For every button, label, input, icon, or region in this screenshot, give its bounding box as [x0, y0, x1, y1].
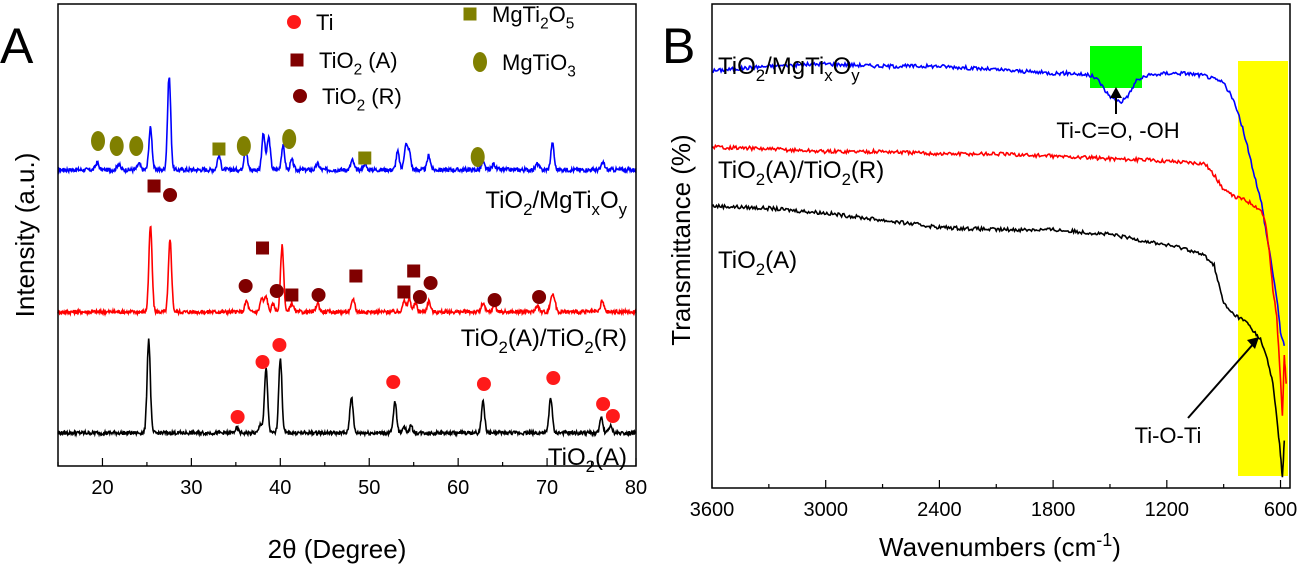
marker-tio2r	[311, 288, 326, 302]
y-axis-label-a: Intensity (a.u.)	[10, 153, 40, 318]
marker-tio2r	[163, 188, 178, 202]
highlight-green	[1090, 46, 1142, 88]
panel-b: B 3600 3000 2400 1800 1200 600 Wavenumbers (c…	[662, 3, 1297, 562]
x-tick-label-a: 60	[447, 477, 469, 499]
legend-label-4: MgTiO3	[502, 50, 576, 81]
x-tick-label-a: 80	[625, 477, 647, 499]
series-line-a-2	[57, 338, 637, 438]
legend-label-3: MgTi2O5	[492, 2, 574, 33]
series-line-a-1	[57, 225, 637, 317]
marker-ti	[605, 409, 620, 423]
x-tick-label-b: 3600	[690, 499, 735, 521]
series-line-a-0	[57, 77, 637, 176]
marker-mgtio3	[91, 131, 106, 151]
annotation-arrow-ti-o-ti	[1187, 341, 1256, 419]
series-line-b-1	[711, 143, 1287, 416]
x-tick-label-b: 1200	[1145, 499, 1190, 521]
highlight-yellow	[1238, 61, 1288, 476]
marker-mgtio3	[109, 136, 124, 156]
curve-label-a-blue: TiO2/MgTixOy	[485, 187, 627, 219]
x-axis-label-a: 2θ (Degree)	[268, 534, 407, 564]
marker-mgtio3	[236, 136, 251, 156]
x-tick-label-a: 30	[180, 477, 202, 499]
marker-mgtio3	[129, 136, 144, 156]
x-tick-label-b: 1800	[1031, 499, 1076, 521]
marker-ti	[476, 377, 491, 391]
legend-label-2: TiO2 (R)	[322, 84, 402, 115]
series-line-b-0	[711, 60, 1286, 346]
marker-tio2r	[269, 284, 284, 298]
x-tick-label-a: 40	[269, 477, 291, 499]
marker-tio2r	[423, 276, 438, 290]
y-axis-label-b: Transmittance (%)	[666, 134, 696, 345]
curve-label-b-red: TiO2(A)/TiO2(R)	[718, 157, 884, 189]
curve-label-a-red: TiO2(A)/TiO2(R)	[461, 325, 627, 357]
marker-ti	[272, 338, 287, 352]
marker-ti	[386, 375, 401, 389]
arrowhead-icon	[1247, 337, 1259, 349]
plot-frame-b	[711, 3, 1291, 489]
marker-tio2a	[349, 269, 363, 283]
plot-frame-a	[57, 3, 637, 467]
marker-tio2r	[532, 290, 547, 304]
annotation-ti-c-o: Ti-C=O, -OH	[1056, 118, 1179, 143]
legend-marker-4	[473, 52, 487, 72]
marker-mgtio3	[282, 129, 297, 149]
marker-ti	[596, 397, 611, 411]
panel-b-letter: B	[662, 18, 695, 74]
x-tick-label-a: 20	[91, 477, 113, 499]
panel-a-letter: A	[0, 18, 34, 74]
marker-mgti2o5	[358, 151, 372, 165]
curve-label-b-blue: TiO2/MgTixOy	[718, 53, 860, 85]
x-axis-label-b: Wavenumbers (cm-1)	[879, 530, 1121, 562]
annotation-ti-o-ti: Ti-O-Ti	[1135, 423, 1202, 448]
marker-mgtio3	[470, 147, 485, 167]
marker-tio2a	[285, 288, 299, 302]
legend-label-0: Ti	[316, 10, 334, 35]
marker-tio2r	[412, 290, 427, 304]
legend-label-1: TiO2 (A)	[319, 48, 398, 79]
x-tick-label-a: 70	[536, 477, 558, 499]
legend-marker-3	[463, 7, 477, 21]
x-tick-label-b: 2400	[917, 499, 962, 521]
marker-ti	[546, 371, 561, 385]
marker-tio2r	[238, 279, 253, 293]
marker-tio2a	[407, 264, 421, 278]
curve-label-b-black: TiO2(A)	[718, 247, 797, 279]
marker-tio2r	[487, 293, 502, 307]
marker-mgti2o5	[212, 142, 226, 156]
curve-label-a-black: TiO2(A)	[548, 444, 627, 476]
x-tick-label-b: 600	[1264, 499, 1297, 521]
arrowhead-icon	[1110, 87, 1122, 98]
legend-marker-0	[287, 15, 301, 29]
x-tick-label-a: 50	[358, 477, 380, 499]
marker-ti	[255, 355, 270, 369]
marker-tio2a	[256, 241, 270, 255]
legend-marker-2	[293, 89, 307, 103]
x-tick-label-b: 3000	[803, 499, 848, 521]
series-line-b-2	[711, 202, 1286, 478]
panel-a: A 20 30 40 50 60 70 80 Ti TiO2 (A) TiO2 (R) MgTi2…	[0, 2, 647, 564]
marker-tio2a	[397, 285, 411, 299]
marker-ti	[230, 410, 245, 424]
legend-marker-1	[290, 53, 304, 67]
marker-tio2a	[147, 179, 161, 193]
